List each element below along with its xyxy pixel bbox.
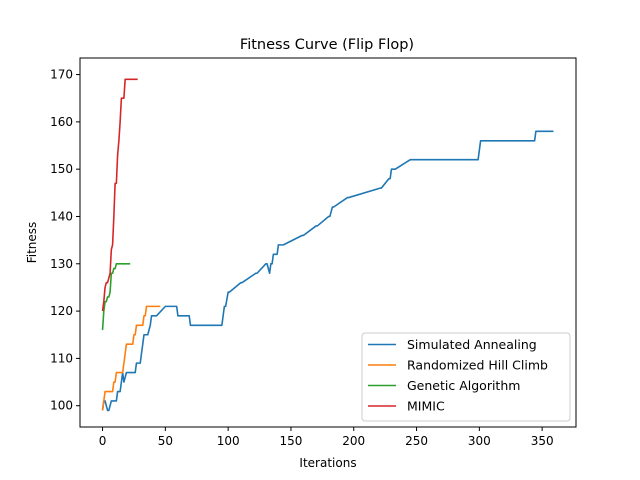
x-axis: 0 50 100 150 200 250 300 350 xyxy=(99,427,554,448)
y-tick-label: 130 xyxy=(50,257,73,271)
y-tick-label: 160 xyxy=(50,115,73,129)
x-tick-label: 300 xyxy=(468,434,491,448)
x-tick-label: 100 xyxy=(217,434,240,448)
y-tick-label: 150 xyxy=(50,162,73,176)
x-tick-label: 350 xyxy=(531,434,554,448)
legend-label-genetic-algorithm: Genetic Algorithm xyxy=(407,378,520,393)
series-line-mimic xyxy=(101,78,138,312)
legend-box xyxy=(361,332,571,422)
y-tick-label: 120 xyxy=(50,304,73,318)
x-tick-label: 250 xyxy=(405,434,428,448)
x-axis-label: Iterations xyxy=(299,456,356,470)
legend-label-randomized-hill-climb: Randomized Hill Climb xyxy=(407,358,548,373)
x-tick-label: 50 xyxy=(158,434,173,448)
x-tick-label: 0 xyxy=(99,434,107,448)
y-axis: 100 110 120 130 140 150 160 170 xyxy=(50,68,80,413)
legend: Simulated Annealing Randomized Hill Climb… xyxy=(361,332,571,422)
series-group xyxy=(101,78,554,412)
chart-title: Fitness Curve (Flip Flop) xyxy=(240,37,414,53)
series-line-randomized-hill-climb xyxy=(101,305,161,411)
legend-label-mimic: MIMIC xyxy=(407,399,445,414)
y-tick-label: 100 xyxy=(50,399,73,413)
plot-frame xyxy=(79,57,577,428)
y-tick-label: 170 xyxy=(50,68,73,82)
y-tick-label: 110 xyxy=(50,351,73,365)
y-axis-label: Fitness xyxy=(25,222,39,264)
legend-label-simulated-annealing: Simulated Annealing xyxy=(407,337,537,352)
x-tick-label: 150 xyxy=(279,434,302,448)
series-line-simulated-annealing xyxy=(101,130,554,412)
y-tick-label: 140 xyxy=(50,209,73,223)
x-tick-label: 200 xyxy=(342,434,365,448)
series-line-genetic-algorithm xyxy=(101,262,131,331)
